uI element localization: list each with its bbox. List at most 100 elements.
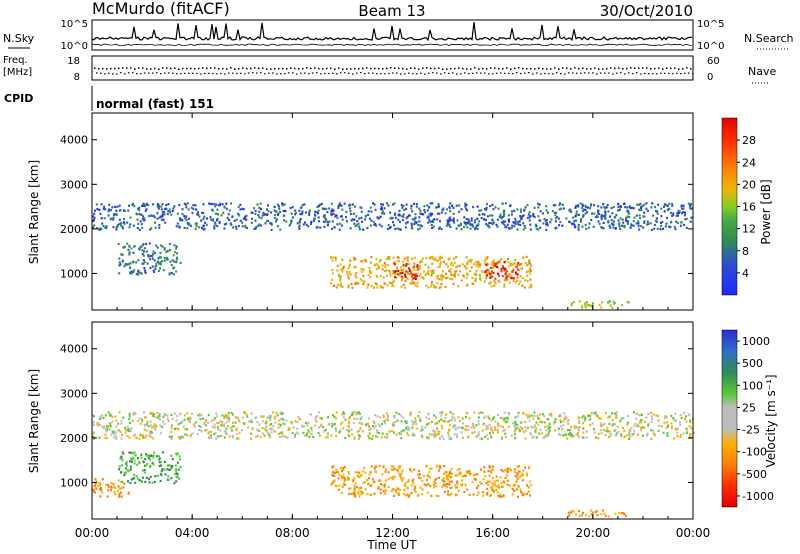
- data-cell: [613, 220, 615, 223]
- freq-point: [602, 68, 604, 70]
- data-cell: [348, 422, 350, 425]
- data-cell: [215, 415, 218, 418]
- data-cell: [328, 207, 331, 210]
- nave-point: [500, 72, 502, 74]
- data-cell: [198, 428, 200, 431]
- data-cell: [243, 216, 246, 219]
- data-cell: [568, 514, 571, 517]
- data-cell: [512, 277, 515, 280]
- data-cell: [255, 435, 258, 439]
- data-cell: [336, 223, 339, 226]
- data-cell: [471, 277, 474, 280]
- data-cell: [141, 476, 144, 479]
- data-cell: [527, 270, 530, 273]
- data-cell: [474, 280, 477, 283]
- data-cell: [341, 470, 343, 473]
- data-cell: [153, 214, 156, 217]
- data-cell: [438, 476, 441, 479]
- data-cell: [118, 495, 121, 498]
- data-cell: [367, 213, 370, 216]
- data-cell: [664, 416, 667, 420]
- data-cell: [177, 452, 179, 455]
- data-cell: [512, 483, 515, 486]
- data-cell: [441, 278, 443, 281]
- data-cell: [291, 206, 294, 209]
- data-cell: [646, 220, 649, 223]
- data-cell: [353, 256, 356, 259]
- data-cell: [526, 474, 528, 477]
- data-cell: [497, 266, 500, 269]
- data-cell: [183, 226, 186, 230]
- data-cell: [493, 262, 496, 265]
- data-cell: [257, 214, 260, 217]
- data-cell: [138, 437, 141, 440]
- data-cell: [164, 413, 167, 416]
- freq-point: [334, 68, 336, 70]
- data-cell: [179, 261, 182, 264]
- data-cell: [413, 268, 416, 271]
- nave-point: [316, 72, 318, 74]
- data-cell: [95, 487, 98, 490]
- data-cell: [314, 210, 317, 213]
- nave-point: [248, 72, 250, 74]
- data-cell: [407, 214, 410, 217]
- data-cell: [279, 423, 282, 426]
- data-cell: [521, 215, 524, 218]
- data-cell: [375, 435, 378, 438]
- data-cell: [496, 431, 499, 434]
- data-cell: [123, 265, 126, 268]
- nave-point: [120, 72, 122, 74]
- data-cell: [323, 207, 326, 210]
- data-cell: [562, 424, 565, 427]
- data-cell: [304, 221, 306, 224]
- freq-point: [650, 68, 652, 70]
- data-cell: [355, 412, 358, 415]
- data-cell: [638, 214, 641, 217]
- data-cell: [260, 415, 262, 418]
- freq-point: [642, 67, 644, 69]
- data-cell: [331, 482, 334, 485]
- data-cell: [148, 478, 150, 481]
- data-cell: [282, 422, 285, 425]
- data-cell: [132, 412, 135, 415]
- data-cell: [353, 218, 356, 221]
- data-cell: [475, 224, 478, 227]
- data-cell: [121, 227, 124, 230]
- nave-point: [436, 72, 438, 74]
- data-cell: [546, 222, 549, 225]
- data-cell: [168, 468, 171, 472]
- data-cell: [402, 204, 405, 207]
- data-cell: [472, 263, 475, 266]
- nave-point: [644, 72, 646, 75]
- freq-point: [478, 68, 480, 70]
- data-cell: [267, 432, 270, 435]
- data-cell: [441, 427, 444, 430]
- data-cell: [577, 213, 580, 216]
- data-cell: [289, 206, 292, 210]
- data-cell: [660, 207, 663, 210]
- data-cell: [689, 432, 692, 435]
- data-cell: [543, 421, 546, 424]
- nave-point: [356, 72, 358, 74]
- nave-point: [560, 73, 562, 75]
- data-cell: [356, 282, 359, 285]
- nave-point: [196, 72, 198, 75]
- data-cell: [505, 275, 508, 279]
- data-cell: [282, 209, 285, 213]
- data-cell: [155, 262, 158, 265]
- data-cell: [342, 267, 345, 270]
- data-cell: [294, 420, 297, 423]
- data-cell: [582, 427, 585, 430]
- data-cell: [409, 468, 411, 471]
- data-cell: [114, 205, 117, 208]
- data-cell: [486, 493, 489, 496]
- data-cell: [601, 226, 604, 230]
- nave-point: [352, 73, 354, 75]
- data-cell: [513, 222, 516, 225]
- data-cell: [140, 223, 143, 226]
- data-cell: [384, 418, 387, 421]
- data-cell: [310, 220, 313, 223]
- data-cell: [126, 469, 129, 472]
- data-cell: [408, 269, 411, 272]
